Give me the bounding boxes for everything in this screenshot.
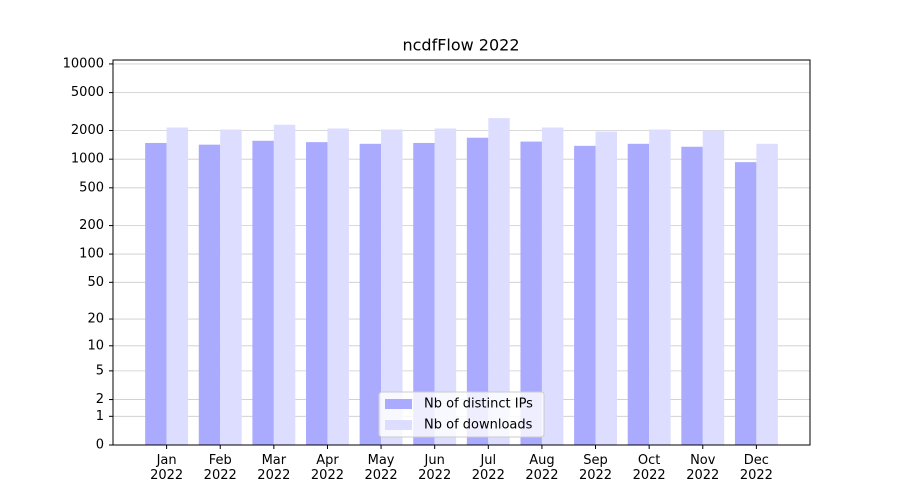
y-tick-label: 10 [87,338,104,353]
chart-title: ncdfFlow 2022 [402,36,519,55]
x-tick-label: Feb 2022 [203,453,237,483]
bar [327,128,349,445]
bar [381,129,403,445]
x-tick-label: Aug 2022 [525,453,559,483]
bar [520,141,542,446]
axes-frame [112,59,811,446]
y-tick-label: 1000 [71,152,104,167]
legend: Nb of distinct IPs Nb of downloads [378,391,545,438]
bar [220,129,242,445]
y-tick-label: 10000 [63,56,104,71]
x-tick-label: Mar 2022 [257,453,291,483]
x-tick-label: Nov 2022 [686,453,720,483]
x-tick-label: Jul 2022 [471,453,505,483]
bar [756,143,778,445]
legend-swatch [385,399,412,409]
y-tick-label: 5 [96,363,104,378]
x-tick-label: Sep 2022 [578,453,613,483]
bar [649,129,671,445]
bar [145,142,167,445]
bar [595,131,617,445]
bar [252,140,274,446]
bar [166,127,189,445]
y-tick-label: 0 [96,438,104,453]
legend-label: Nb of downloads [424,418,533,433]
bar [434,128,457,445]
x-tick-label: May 2022 [364,453,398,483]
x-tick-label: Apr 2022 [310,453,344,483]
legend-swatch [385,420,412,430]
y-tick-label: 50 [87,275,104,290]
bar [306,142,328,445]
bar [541,127,564,445]
bar [488,118,510,446]
y-tick-label: 200 [79,218,104,233]
x-tick-label: Jun 2022 [418,453,452,483]
y-tick-label: 2 [96,392,104,407]
bar [627,143,650,445]
x-tick-label: Dec 2022 [739,453,773,483]
bar [359,143,382,445]
y-tick-label: 2000 [71,123,104,138]
bar [466,137,489,445]
y-tick-label: 5000 [71,85,104,100]
y-tick-label: 20 [87,312,104,327]
bar [574,145,596,445]
bar [734,162,757,445]
bar [273,124,296,446]
bar [413,142,435,445]
y-tick-label: 1 [96,409,104,424]
legend-label: Nb of distinct IPs [424,397,533,412]
x-tick-label: Oct 2022 [632,453,666,483]
bar [198,144,221,445]
x-tick-label: Jan 2022 [150,453,184,483]
y-tick-label: 100 [79,247,104,262]
bar [681,146,703,446]
legend-box [378,391,545,438]
bar [702,130,725,445]
y-tick-label: 500 [79,180,104,195]
